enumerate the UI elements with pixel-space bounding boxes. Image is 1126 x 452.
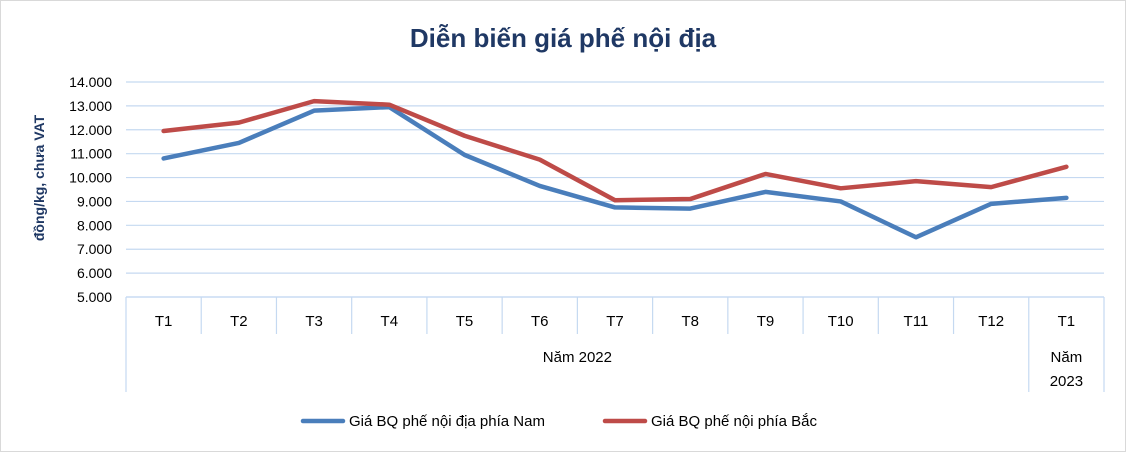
x-tick-label: T6 (531, 313, 549, 330)
x-tick-label: T11 (904, 313, 929, 330)
x-tick-label: T9 (757, 313, 775, 330)
series-lines (161, 98, 1069, 240)
x-tick-label: T7 (606, 313, 624, 330)
y-tick-label: 13.000 (69, 98, 112, 114)
y-axis-ticks: 14.000 13.000 12.000 11.000 10.000 9.000 8.000… (69, 74, 112, 305)
x-tick-label: T4 (381, 313, 399, 330)
series-line-bac (161, 98, 1069, 203)
y-axis-label: đồng/kg, chưa VAT (31, 114, 47, 241)
x-tick-label: T3 (305, 313, 323, 330)
x-tick-label: T5 (456, 313, 474, 330)
y-tick-label: 12.000 (69, 122, 112, 138)
series-line-nam (161, 104, 1069, 240)
x-tick-label: T1 (1058, 313, 1076, 330)
x-tick-label: T12 (978, 313, 1004, 330)
x-tick-label: T1 (155, 313, 173, 330)
x-group-label: Năm 2022 (543, 349, 612, 366)
x-tick-label: T8 (681, 313, 699, 330)
y-tick-label: 8.000 (77, 217, 112, 233)
legend-label: Giá BQ phế nội địa phía Nam (349, 413, 545, 430)
legend-label: Giá BQ phế nội phía Bắc (651, 413, 817, 430)
y-tick-label: 5.000 (77, 289, 112, 305)
y-tick-label: 11.000 (70, 146, 112, 162)
y-tick-label: 14.000 (69, 74, 112, 90)
x-group-label: Năm 2023 (1050, 349, 1083, 390)
chart-title: Diễn biến giá phế nội địa (410, 23, 717, 53)
x-tick-label: T10 (828, 313, 854, 330)
y-tick-label: 7.000 (77, 241, 112, 257)
x-tick-label: T2 (230, 313, 248, 330)
y-tick-label: 10.000 (69, 170, 112, 186)
legend: Giá BQ phế nội địa phía Nam Giá BQ phế nộ… (300, 413, 817, 430)
y-tick-label: 9.000 (77, 193, 112, 209)
x-axis: T1 T2 T3 T4 T5 T6 T7 T8 T9 T10 T11 T12 T1 Năm 2022 Năm… (125, 296, 1105, 392)
y-tick-label: 6.000 (77, 265, 112, 281)
